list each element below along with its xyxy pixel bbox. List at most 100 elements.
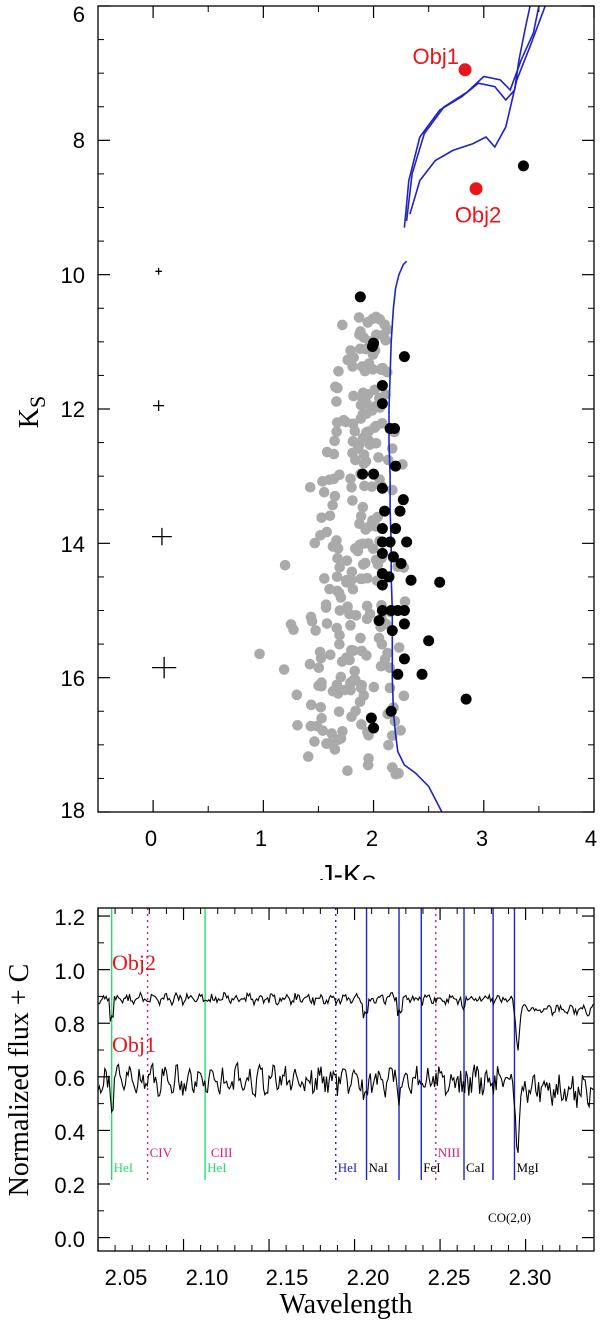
- black-star-point: [387, 551, 399, 563]
- black-star-point: [376, 605, 388, 616]
- grey-star-point: [355, 413, 367, 424]
- grey-star-point: [314, 646, 326, 658]
- grey-star-point: [302, 751, 314, 762]
- grey-star-point: [332, 552, 343, 564]
- grey-star-point: [319, 573, 330, 584]
- grey-star-point: [342, 765, 353, 777]
- grey-star-point: [315, 702, 327, 713]
- grey-star-point: [355, 326, 366, 337]
- black-star-point: [386, 625, 398, 637]
- grey-star-point: [305, 699, 317, 711]
- black-star-point: [376, 579, 388, 591]
- grey-star-point: [304, 481, 316, 493]
- grey-star-point: [329, 490, 341, 502]
- grey-star-point: [370, 420, 382, 432]
- grey-star-point: [393, 768, 404, 779]
- black-star-point: [376, 523, 388, 535]
- grey-star-point: [324, 738, 335, 749]
- black-star-point: [379, 505, 391, 517]
- grey-star-point: [344, 608, 355, 620]
- black-star-point: [376, 482, 388, 494]
- spec-ytick-label: 0.4: [54, 1120, 85, 1145]
- black-star-point: [398, 653, 410, 665]
- black-star-point: [373, 615, 385, 627]
- grey-star-point: [306, 615, 318, 627]
- black-star-point: [357, 468, 369, 480]
- grey-star-point: [354, 518, 365, 530]
- isochrone-curves: [388, 6, 547, 812]
- grey-star-point: [359, 480, 370, 492]
- spectral-line-label: CaI: [466, 1160, 485, 1175]
- black-star-point: [376, 398, 388, 410]
- grey-star-point: [330, 381, 341, 393]
- spec-xtick-label: 2.10: [186, 1265, 229, 1290]
- grey-star-point: [324, 510, 336, 522]
- cmd-ytick-label: 14: [61, 532, 85, 557]
- grey-star-point: [359, 365, 371, 377]
- grey-star-point: [383, 739, 394, 751]
- grey-star-point: [335, 671, 347, 683]
- spectral-line-label: HeI: [207, 1160, 227, 1175]
- grey-star-point: [279, 559, 291, 571]
- spectral-line-label: FeI: [423, 1160, 440, 1175]
- grey-star-point: [309, 537, 321, 549]
- grey-star-point: [399, 596, 411, 607]
- grey-star-point: [328, 448, 340, 460]
- grey-star-point: [346, 481, 357, 493]
- grey-star-point: [334, 561, 345, 573]
- grey-star-point: [341, 555, 353, 566]
- spec-xtick-label: 2.20: [347, 1265, 390, 1290]
- grey-star-point: [325, 649, 336, 661]
- grey-star-point: [346, 566, 358, 578]
- grey-star-point: [310, 625, 321, 636]
- grey-star-point: [327, 499, 338, 511]
- grey-star-point: [372, 559, 384, 570]
- cmd-xtick-label: 1: [255, 826, 267, 851]
- grey-star-point: [337, 725, 348, 737]
- grey-star-point: [345, 620, 356, 631]
- grey-star-point: [347, 361, 358, 372]
- grey-star-point: [292, 719, 303, 731]
- grey-star-point: [353, 312, 365, 323]
- object-label-obj2: Obj2: [455, 203, 501, 228]
- grey-star-point: [356, 719, 367, 730]
- spectral-line-label: HeI: [114, 1160, 134, 1175]
- cmd-y-axis-title-sub: S: [25, 396, 50, 408]
- cmd-y-axis-title-main: K: [14, 408, 45, 428]
- grey-star-point: [362, 317, 374, 328]
- grey-star-point: [348, 674, 359, 686]
- grey-star-point: [378, 331, 390, 342]
- spec-xtick-label: 2.05: [105, 1265, 148, 1290]
- black-star-point: [460, 693, 472, 705]
- black-star-point: [388, 422, 400, 434]
- black-star-point: [385, 705, 397, 717]
- grey-star-point: [361, 600, 373, 612]
- grey-star-point: [357, 432, 369, 444]
- black-star-point: [384, 536, 396, 548]
- cmd-y-axis-title: KS: [14, 396, 50, 428]
- grey-star-point: [384, 682, 396, 694]
- spectral-line-label: NaI: [369, 1160, 389, 1175]
- grey-star-point: [254, 648, 265, 660]
- black-star-point: [368, 468, 380, 480]
- black-star-point: [365, 712, 377, 724]
- cmd-ytick-label: 10: [61, 263, 85, 288]
- isochrone-giant-branch: [409, 6, 547, 215]
- grey-star-point: [393, 642, 405, 653]
- grey-star-point: [317, 725, 329, 736]
- black-star-point: [401, 536, 413, 548]
- spec-xtick-label: 2.25: [428, 1265, 471, 1290]
- spec-ytick-label: 0.0: [54, 1227, 85, 1252]
- grey-star-point: [334, 605, 346, 616]
- grey-star-point: [359, 557, 371, 569]
- black-star-point: [416, 668, 428, 680]
- black-star-point: [398, 351, 410, 363]
- grey-star-point: [278, 664, 290, 675]
- spectral-line-label: HeI: [338, 1160, 358, 1175]
- black-star-point: [376, 379, 388, 391]
- black-star-point: [376, 536, 388, 548]
- co-band-label: CO(2,0): [488, 1210, 531, 1225]
- grey-star-point: [349, 665, 361, 677]
- cmd-ytick-label: 16: [61, 666, 85, 691]
- spectral-line-label: NIII: [438, 1145, 460, 1160]
